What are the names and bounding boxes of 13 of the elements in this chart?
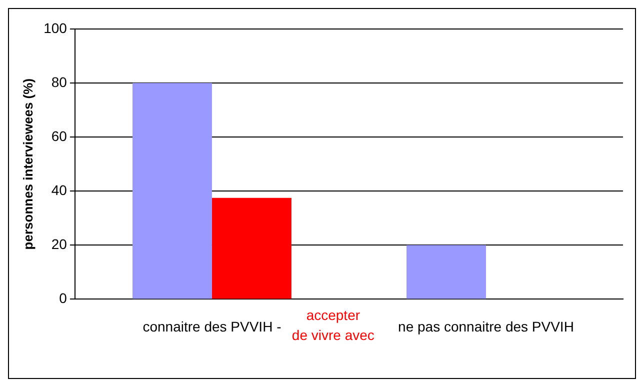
series-label: accepter de vivre avec xyxy=(292,307,374,344)
y-tick-label: 0 xyxy=(59,290,68,306)
y-tick-label: 60 xyxy=(51,128,68,144)
x-tick-label: connaitre des PVVIH - xyxy=(142,318,282,334)
y-tick-label: 40 xyxy=(51,182,68,198)
y-axis-title: personnes interviewees (%) xyxy=(20,78,36,250)
y-tick-label: 20 xyxy=(51,236,68,252)
y-tick-label: 100 xyxy=(44,20,68,36)
bar xyxy=(406,245,486,299)
x-tick-label: ne pas connaitre des PVVIH xyxy=(398,318,574,334)
bar xyxy=(132,83,212,299)
bar xyxy=(212,198,292,299)
y-tick-label: 80 xyxy=(51,74,68,90)
